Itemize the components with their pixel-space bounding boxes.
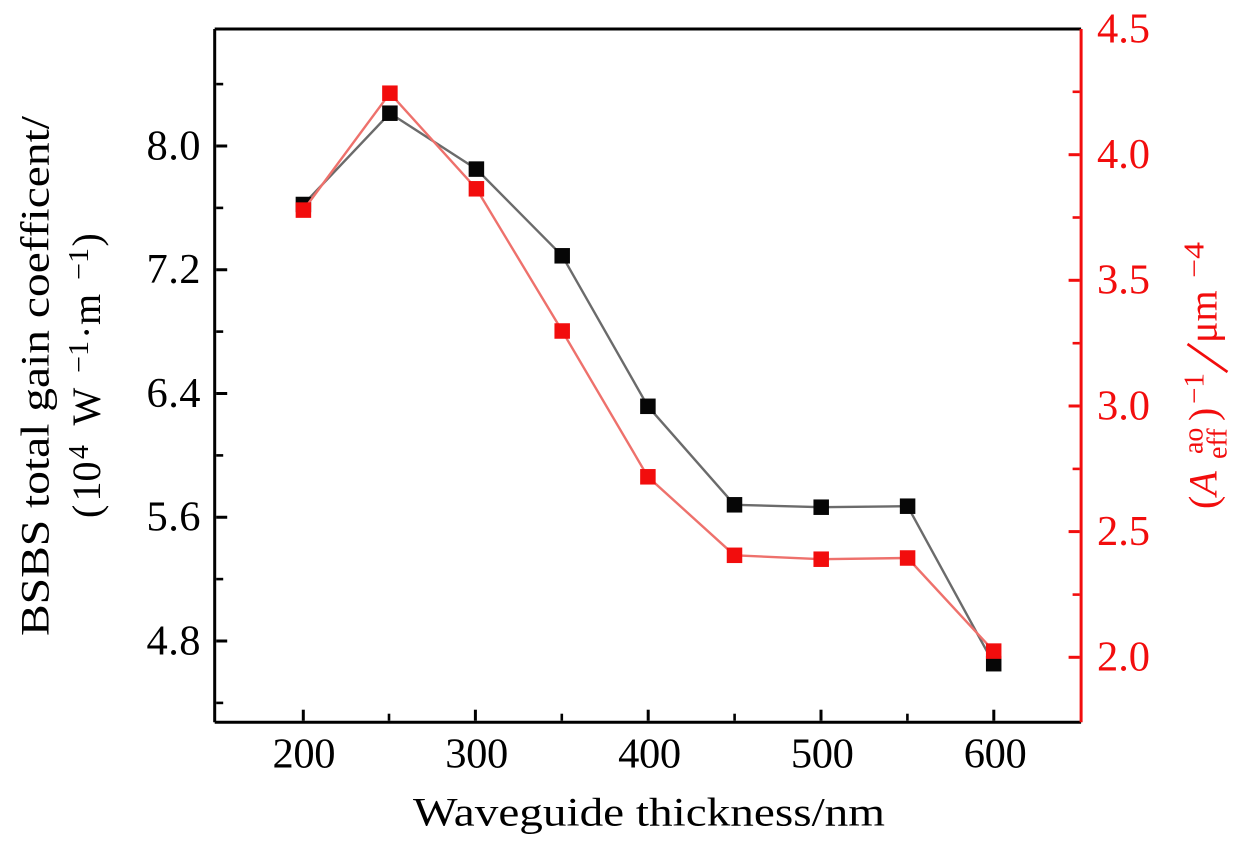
svg-text:−1: −1: [64, 248, 95, 280]
svg-text:2.5: 2.5: [1097, 508, 1150, 555]
svg-text:Waveguide thickness/nm: Waveguide thickness/nm: [413, 789, 885, 834]
svg-text:ao: ao: [1179, 428, 1210, 454]
svg-text:400: 400: [618, 731, 681, 778]
svg-text:300: 300: [445, 731, 508, 778]
svg-text:): ): [64, 233, 109, 246]
svg-text:3.0: 3.0: [1097, 382, 1150, 429]
svg-text:μm: μm: [1181, 290, 1226, 343]
svg-text:4.8: 4.8: [147, 617, 201, 664]
svg-text:W: W: [64, 388, 109, 426]
svg-text:500: 500: [791, 731, 854, 778]
svg-text:eff: eff: [1203, 428, 1234, 459]
svg-text:10: 10: [64, 462, 109, 502]
svg-text:): ): [1181, 408, 1226, 421]
svg-text:−1: −1: [1180, 373, 1211, 404]
svg-text:·: ·: [64, 326, 109, 339]
svg-text:4.5: 4.5: [1097, 5, 1150, 52]
svg-text:4: 4: [64, 445, 95, 459]
svg-text:7.2: 7.2: [147, 246, 201, 293]
svg-text:(: (: [64, 505, 109, 518]
svg-text:−4: −4: [1180, 242, 1211, 278]
svg-text:BSBS total gain coefficent/: BSBS total gain coefficent/: [13, 115, 58, 636]
svg-text:200: 200: [273, 731, 336, 778]
svg-text:4.0: 4.0: [1097, 131, 1150, 178]
svg-text:5.6: 5.6: [147, 494, 201, 541]
svg-text:2.0: 2.0: [1097, 634, 1150, 681]
svg-text:m: m: [64, 294, 109, 325]
svg-text:−1: −1: [64, 341, 95, 373]
svg-text:3.5: 3.5: [1097, 257, 1150, 304]
svg-text:8.0: 8.0: [147, 122, 201, 169]
svg-text:(A: (A: [1181, 471, 1226, 509]
svg-text:6.4: 6.4: [147, 370, 201, 417]
svg-text:600: 600: [964, 731, 1027, 778]
